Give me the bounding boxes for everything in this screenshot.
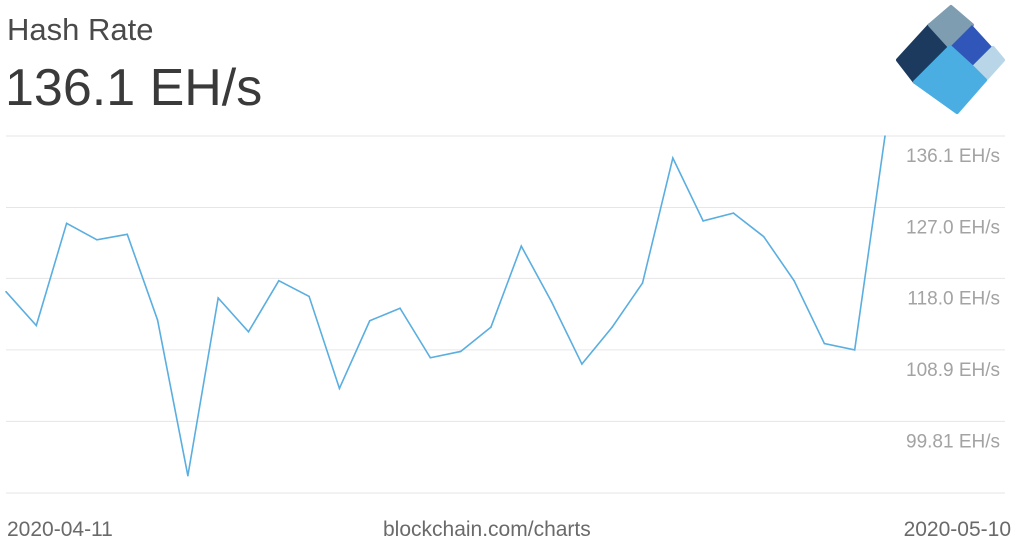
data-point bbox=[732, 212, 735, 214]
logo-piece-sky bbox=[913, 45, 987, 114]
y-tick-label: 118.0 EH/s bbox=[907, 288, 1000, 309]
data-point bbox=[247, 330, 250, 333]
data-point bbox=[96, 238, 98, 241]
data-point bbox=[641, 282, 644, 284]
data-point bbox=[823, 342, 826, 345]
data-point bbox=[853, 349, 856, 351]
data-point bbox=[368, 319, 371, 322]
data-point bbox=[156, 319, 159, 321]
data-point bbox=[793, 279, 795, 282]
y-tick-label: 108.9 EH/s bbox=[906, 360, 1000, 381]
y-tick-label: 99.81 EH/s bbox=[906, 431, 1000, 452]
series-line bbox=[5, 135, 886, 476]
data-point bbox=[884, 135, 886, 137]
data-point bbox=[65, 222, 68, 225]
data-point bbox=[520, 245, 523, 247]
data-point bbox=[126, 233, 129, 236]
data-point bbox=[5, 290, 7, 293]
data-point bbox=[581, 363, 583, 365]
chart-title: Hash Rate bbox=[7, 12, 154, 47]
data-point bbox=[277, 279, 280, 282]
y-tick-label: 136.1 EH/s bbox=[906, 146, 1000, 167]
data-point bbox=[459, 350, 462, 353]
data-point bbox=[338, 387, 341, 390]
data-point bbox=[187, 474, 189, 477]
data-point bbox=[762, 235, 765, 238]
current-value: 136.1 EH/s bbox=[5, 59, 263, 117]
y-tick-label: 127.0 EH/s bbox=[906, 218, 1000, 239]
data-point bbox=[672, 157, 674, 159]
data-point bbox=[550, 301, 553, 303]
start-date: 2020-04-11 bbox=[7, 518, 113, 541]
data-point bbox=[308, 295, 310, 298]
data-point bbox=[702, 220, 704, 222]
end-date: 2020-05-10 bbox=[903, 518, 1011, 541]
blockchain-logo bbox=[896, 5, 1005, 114]
data-point bbox=[217, 297, 219, 299]
data-point bbox=[399, 307, 401, 310]
source-link[interactable]: blockchain.com/charts bbox=[383, 518, 591, 541]
data-point bbox=[429, 356, 432, 359]
data-point bbox=[611, 326, 614, 328]
data-point bbox=[35, 324, 38, 327]
data-point bbox=[490, 326, 492, 328]
